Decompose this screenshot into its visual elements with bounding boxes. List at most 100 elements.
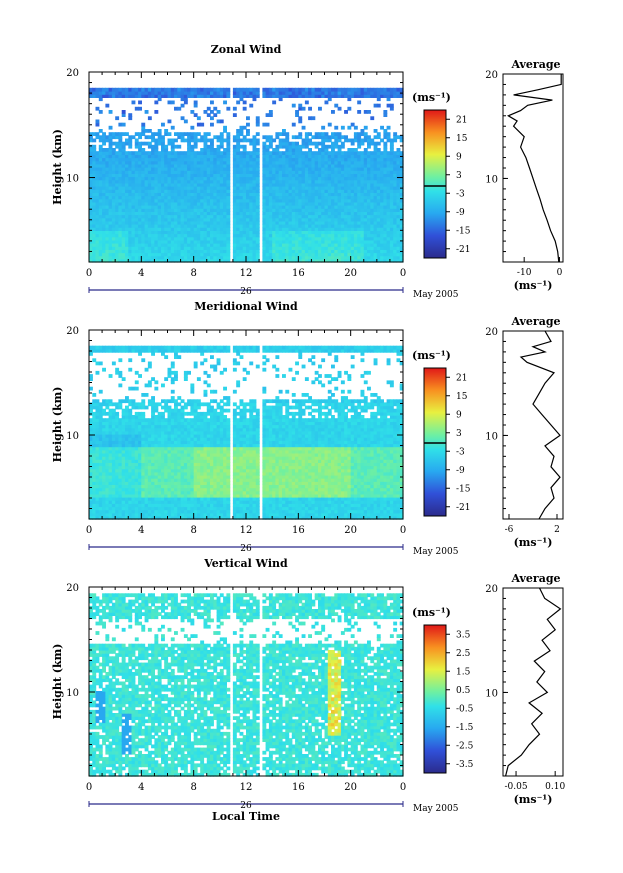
heatmap-cell: [105, 186, 110, 190]
heatmap-cell: [164, 224, 169, 228]
heatmap-cell: [236, 173, 241, 178]
heatmap-cell: [102, 205, 106, 209]
heatmap-cell: [144, 393, 149, 397]
heatmap-cell: [170, 160, 175, 165]
heatmap-cell: [167, 220, 172, 225]
heatmap-cell: [157, 205, 162, 209]
heatmap-cell: [236, 224, 241, 228]
heatmap-cell: [161, 230, 165, 235]
heatmap-cell: [200, 192, 205, 197]
heatmap-cell: [177, 201, 182, 206]
heatmap-cell: [291, 236, 296, 241]
heatmap-cell: [193, 144, 198, 149]
heatmap-cell: [268, 110, 273, 114]
heatmap-cell: [154, 201, 159, 206]
heatmap-cell: [147, 255, 152, 260]
heatmap-cell: [131, 91, 136, 95]
heatmap-cell: [219, 167, 224, 171]
heatmap-cell: [288, 243, 293, 247]
heatmap-cell: [268, 246, 273, 250]
heatmap-cell: [121, 154, 126, 159]
heatmap-cell: [206, 148, 211, 152]
heatmap-cell: [170, 195, 175, 200]
heatmap-cell: [141, 129, 146, 133]
heatmap-cell: [255, 163, 260, 168]
heatmap-cell: [174, 208, 178, 212]
heatmap-cell: [196, 217, 201, 222]
heatmap-cell: [239, 170, 244, 174]
heatmap-cell: [288, 141, 293, 146]
heatmap-cell: [285, 214, 290, 219]
heatmap-cell: [232, 113, 237, 117]
heatmap-cell: [121, 233, 126, 238]
heatmap-cell: [246, 138, 250, 143]
heatmap-cell: [268, 179, 273, 184]
heatmap-cell: [147, 167, 152, 171]
heatmap-cell: [206, 239, 211, 244]
heatmap-cell: [216, 87, 221, 92]
heatmap-cell: [262, 91, 267, 95]
heatmap-cell: [95, 119, 100, 124]
heatmap-cell: [154, 208, 159, 212]
heatmap-cell: [95, 208, 100, 212]
heatmap-cell: [177, 106, 182, 111]
heatmap-cell: [288, 224, 293, 228]
heatmap-cell: [226, 252, 231, 257]
heatmap-cell: [154, 189, 159, 193]
heatmap-cell: [236, 189, 241, 193]
heatmap-cell: [128, 255, 133, 260]
heatmap-cell: [177, 217, 182, 222]
heatmap-cell: [190, 189, 195, 193]
heatmap-cell: [108, 227, 113, 231]
heatmap-cell: [255, 205, 260, 209]
heatmap-cell: [118, 208, 123, 212]
heatmap-cell: [206, 198, 211, 203]
heatmap-cell: [144, 189, 149, 193]
heatmap-cell: [272, 176, 277, 181]
heatmap-cell: [147, 252, 152, 257]
heatmap-cell: [154, 192, 159, 197]
heatmap-cell: [223, 186, 227, 190]
heatmap-cell: [272, 189, 277, 193]
heatmap-cell: [213, 189, 218, 193]
heatmap-cell: [121, 132, 126, 136]
heatmap-cell: [268, 182, 273, 187]
heatmap-cell: [118, 173, 123, 178]
heatmap-cell: [89, 132, 93, 136]
heatmap-cell: [125, 151, 129, 155]
heatmap-cell: [216, 239, 221, 244]
heatmap-cell: [167, 179, 172, 184]
heatmap-cell: [249, 227, 254, 231]
heatmap-cell: [161, 189, 165, 193]
heatmap-cell: [121, 173, 126, 178]
heatmap-cell: [288, 163, 293, 168]
heatmap-cell: [291, 249, 296, 254]
heatmap-cell: [154, 249, 159, 254]
heatmap-cell: [285, 211, 290, 216]
heatmap-cell: [170, 255, 175, 260]
heatmap-cell: [193, 163, 198, 168]
heatmap-cell: [262, 252, 267, 257]
heatmap-cell: [232, 201, 237, 206]
heatmap-cell: [118, 195, 123, 200]
heatmap-cell: [118, 160, 123, 165]
heatmap-cell: [141, 205, 146, 209]
heatmap-cell: [144, 163, 149, 168]
heatmap-cell: [164, 217, 169, 222]
heatmap-cell: [115, 211, 120, 216]
heatmap-cell: [167, 176, 172, 181]
heatmap-cell: [141, 411, 146, 416]
heatmap-cell: [216, 220, 221, 225]
heatmap-cell: [285, 198, 290, 203]
heatmap-cell: [288, 94, 293, 98]
heatmap-cell: [200, 246, 205, 250]
heatmap-cell: [193, 198, 198, 203]
heatmap-cell: [219, 246, 224, 250]
heatmap-cell: [262, 94, 267, 98]
heatmap-cell: [180, 236, 185, 241]
heatmap-cell: [210, 151, 214, 155]
heatmap-cell: [115, 208, 120, 212]
heatmap-cell: [272, 239, 277, 244]
heatmap-cell: [157, 87, 162, 92]
heatmap-cell: [128, 163, 133, 168]
